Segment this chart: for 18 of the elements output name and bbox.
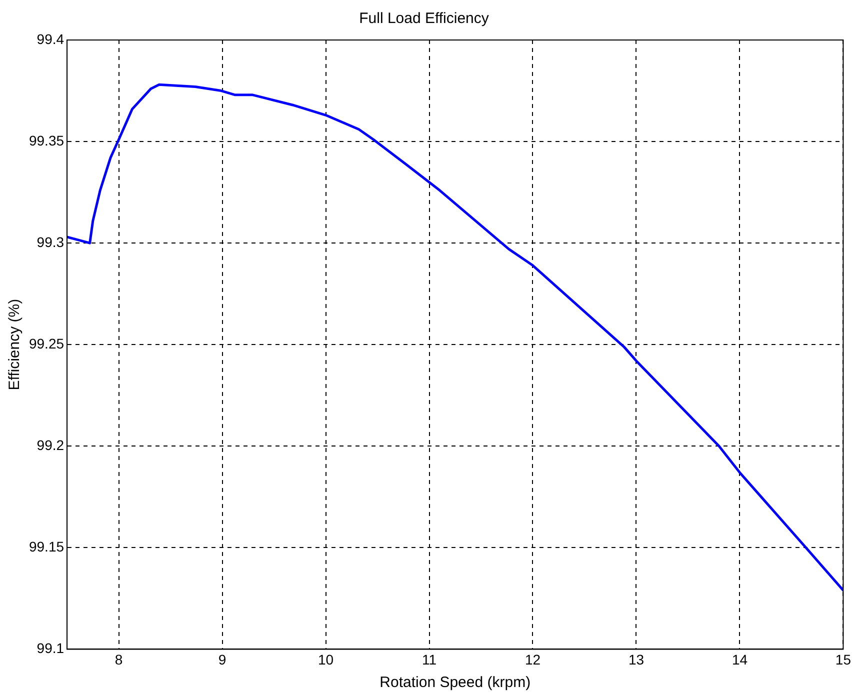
x-tick-label: 12: [524, 651, 541, 668]
y-tick-label: 99.35: [28, 132, 64, 148]
y-tick-label: 99.3: [36, 234, 64, 250]
y-tick-label: 99.25: [28, 335, 64, 352]
y-tick-label: 99.4: [36, 30, 64, 47]
chart-title: Full Load Efficiency: [359, 10, 490, 28]
y-tick-label: 99.2: [36, 436, 64, 453]
y-axis-title: Efficiency (%): [6, 298, 24, 390]
y-tick-label: 99.15: [28, 538, 64, 555]
y-tick-label: 99.1: [36, 640, 64, 656]
x-tick-label: 9: [218, 651, 226, 668]
x-tick-label: 11: [422, 651, 437, 668]
x-tick-label: 8: [114, 651, 123, 668]
x-tick-label: 15: [835, 651, 852, 668]
x-tick-label: 10: [318, 651, 334, 668]
x-tick-label: 13: [628, 651, 644, 668]
x-axis-title: Rotation Speed (krpm): [380, 674, 531, 692]
x-tick-label: 14: [732, 651, 748, 668]
